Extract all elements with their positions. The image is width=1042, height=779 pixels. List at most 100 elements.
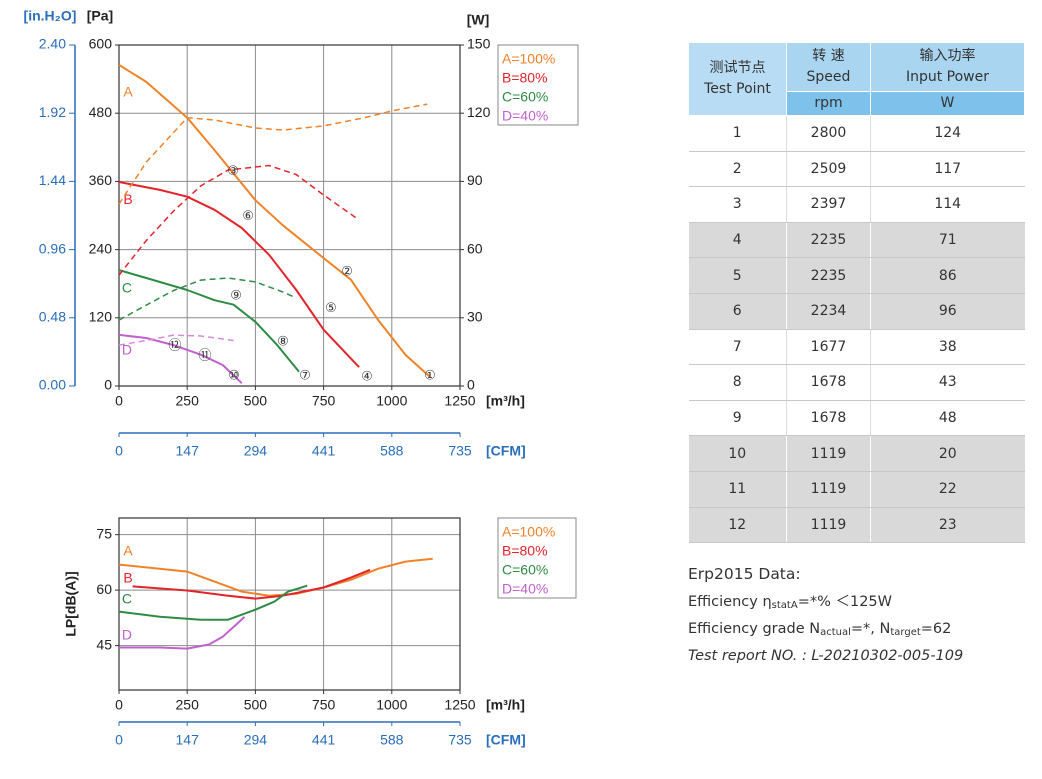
table-cell: 1 <box>688 115 787 152</box>
text: Efficiency η <box>688 594 772 610</box>
y3-tick-label: 1.44 <box>39 172 66 188</box>
y3-tick-label: 2.40 <box>39 36 66 52</box>
y3-axis-label: [in.H₂O] <box>24 8 77 24</box>
table-row: 9 1678 48 <box>688 400 1025 437</box>
table-row: 11 1119 22 <box>688 471 1025 508</box>
unit-row: rpm W <box>689 91 1026 116</box>
x2-tick-label: 0 <box>115 732 123 748</box>
x2-tick-label: 294 <box>244 443 268 459</box>
unit-cell: W <box>869 91 1026 116</box>
legend-entry: A=100% <box>502 51 555 67</box>
table-cell: 20 <box>869 435 1025 472</box>
test-point-table: 测试节点 Test Point 转 速 Speed 输入功率 Input Power … <box>688 42 1026 544</box>
x-tick-label: 1250 <box>444 697 475 713</box>
x2-tick-label: 147 <box>176 443 200 459</box>
test-point-label: ⑨ <box>230 289 242 304</box>
y2-tick-label: 90 <box>467 172 483 188</box>
y2-axis-label: [W] <box>467 12 490 28</box>
curve <box>118 181 360 368</box>
x2-axis-label: [CFM] <box>486 732 526 748</box>
curve <box>132 568 371 600</box>
table-row: 5 2235 86 <box>688 257 1025 294</box>
y-axis-label: [Pa] <box>87 8 113 24</box>
legend-entry: C=60% <box>502 89 548 105</box>
curve <box>118 269 300 373</box>
header-cell: 输入功率 Input Power <box>869 42 1026 92</box>
x-tick-label: 0 <box>115 697 123 713</box>
header-row: 测试节点 Test Point 转 速 Speed 输入功率 Input Power <box>688 42 1026 116</box>
curve-label: C <box>122 590 132 606</box>
curve-label: D <box>122 626 132 642</box>
erp-title: Erp2015 Data: <box>688 565 801 583</box>
test-point-label: ⑧ <box>277 335 289 350</box>
curve-label: C <box>122 280 132 296</box>
curve-label: B <box>123 191 132 207</box>
x2-tick-label: 441 <box>312 732 336 748</box>
y-tick-label: 360 <box>89 172 113 188</box>
y2-tick-label: 30 <box>467 309 483 325</box>
curve <box>119 616 246 650</box>
table-cell: 6 <box>688 293 787 330</box>
x-tick-label: 250 <box>176 393 200 409</box>
x-tick-label: 250 <box>176 697 200 713</box>
x-tick-label: 750 <box>312 393 336 409</box>
table-cell: 11 <box>688 471 787 508</box>
x2-tick-label: 588 <box>380 732 404 748</box>
table-cell: 8 <box>688 364 787 401</box>
y-tick-label: 75 <box>96 525 112 541</box>
test-point-label: ② <box>341 264 353 279</box>
test-point-label: ⑫ <box>168 339 181 354</box>
table-row: 7 1677 38 <box>688 329 1025 366</box>
subscript: actual <box>820 627 851 638</box>
y2-tick-label: 150 <box>467 36 491 52</box>
table-cell: 2235 <box>786 257 871 294</box>
table-cell: 48 <box>869 400 1025 437</box>
table-cell: 5 <box>688 257 787 294</box>
y3-tick-label: 0.48 <box>39 309 66 325</box>
x-tick-label: 0 <box>115 393 123 409</box>
header-en: Speed <box>806 69 851 85</box>
x-tick-label: 1000 <box>376 697 407 713</box>
x-axis-label: [m³/h] <box>486 697 525 713</box>
y3-tick-label: 0.96 <box>39 240 66 256</box>
table-cell: 4 <box>688 222 787 259</box>
test-point-label: ⑥ <box>242 209 254 224</box>
table-cell: 1119 <box>786 471 871 508</box>
table-header: 测试节点 Test Point 转 速 Speed 输入功率 Input Power … <box>688 42 1026 116</box>
test-point-label: ⑤ <box>325 301 337 316</box>
test-point-label: ⑪ <box>198 348 211 363</box>
header-cn: 转 速 <box>812 48 845 64</box>
x-tick-label: 500 <box>244 393 268 409</box>
curve-label: A <box>123 83 133 99</box>
table-cell: 114 <box>869 186 1025 223</box>
x-tick-label: 750 <box>312 697 336 713</box>
table-cell: 71 <box>869 222 1025 259</box>
table-cell: 2234 <box>786 293 871 330</box>
y2-tick-label: 60 <box>467 240 483 256</box>
table-cell: 2397 <box>786 186 871 223</box>
table-row: 4 2235 71 <box>688 222 1025 259</box>
table-cell: 1678 <box>786 400 871 437</box>
text: Efficiency grade N <box>688 621 821 637</box>
x2-tick-label: 735 <box>448 443 472 459</box>
x2-tick-label: 147 <box>176 732 200 748</box>
erp-efficiency: Efficiency ηstatA=*% ＜125W <box>688 589 963 616</box>
table-row: 3 2397 114 <box>688 186 1025 223</box>
x-axis-label: [m³/h] <box>486 393 525 409</box>
table-cell: 2509 <box>786 151 871 188</box>
curve <box>118 584 308 621</box>
x-tick-label: 1250 <box>444 393 475 409</box>
y2-tick-label: 120 <box>467 104 491 120</box>
table-cell: 23 <box>869 507 1025 544</box>
header-cn: 输入功率 <box>919 48 976 64</box>
x2-tick-label: 0 <box>115 443 123 459</box>
subscript: statA <box>771 600 798 611</box>
table-cell: 2 <box>688 151 787 188</box>
legend-entry: C=60% <box>502 562 548 578</box>
y-tick-label: 45 <box>96 636 112 652</box>
y-tick-label: 60 <box>96 581 112 597</box>
header-cn: 测试节点 <box>709 60 766 76</box>
curve-label: A <box>123 542 133 558</box>
text: =*, N <box>850 621 891 637</box>
